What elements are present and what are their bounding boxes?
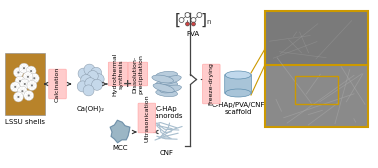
FancyBboxPatch shape [5,53,45,115]
Circle shape [23,67,25,69]
Text: Dissolution-
precipitation: Dissolution- precipitation [132,54,143,94]
Circle shape [33,77,35,79]
Circle shape [31,85,33,87]
Text: Ca(OH)₂: Ca(OH)₂ [76,106,104,113]
Circle shape [29,73,39,83]
Circle shape [14,68,23,77]
Ellipse shape [160,85,181,93]
Text: C-HAp
nanorods: C-HAp nanorods [150,106,183,119]
Text: [: [ [175,12,181,28]
Ellipse shape [153,84,174,92]
Circle shape [185,12,190,17]
Circle shape [27,76,29,78]
Ellipse shape [160,76,181,84]
Circle shape [179,17,184,23]
Circle shape [91,67,102,78]
Text: CNF: CNF [160,150,174,156]
Text: Freeze-drying: Freeze-drying [209,62,214,106]
Circle shape [22,90,23,92]
Text: Calcination: Calcination [55,66,60,102]
Circle shape [14,86,16,88]
FancyBboxPatch shape [225,74,251,94]
Circle shape [23,72,33,82]
Text: Hydrothermal
synthesis: Hydrothermal synthesis [113,52,124,96]
Ellipse shape [225,89,251,97]
Circle shape [28,95,30,97]
Circle shape [77,81,88,92]
Circle shape [85,78,96,89]
FancyBboxPatch shape [138,103,156,133]
Circle shape [26,66,36,76]
Circle shape [78,68,89,79]
Text: +: + [123,79,133,89]
Circle shape [20,79,30,89]
Circle shape [17,86,27,96]
Ellipse shape [225,71,251,79]
Text: ]: ] [200,12,206,28]
Text: C-HAp/PVA/CNF
scaffold: C-HAp/PVA/CNF scaffold [211,102,265,115]
Circle shape [30,70,32,72]
Ellipse shape [152,75,174,83]
Circle shape [191,17,196,23]
Circle shape [15,76,25,86]
Circle shape [17,71,19,73]
Circle shape [81,74,91,86]
FancyBboxPatch shape [265,11,368,65]
Circle shape [27,80,37,90]
Circle shape [87,71,98,81]
Circle shape [84,64,95,75]
Circle shape [186,22,189,26]
Text: n: n [206,19,211,25]
Circle shape [17,96,19,98]
FancyBboxPatch shape [265,49,368,127]
Circle shape [93,74,104,85]
Text: MCC: MCC [112,145,128,151]
Circle shape [197,12,202,17]
Circle shape [24,83,26,85]
Polygon shape [110,120,130,143]
FancyBboxPatch shape [49,69,66,99]
Ellipse shape [156,71,178,79]
FancyBboxPatch shape [108,62,128,86]
Circle shape [91,79,102,90]
Text: PVA: PVA [186,31,199,37]
FancyBboxPatch shape [128,62,148,86]
Circle shape [192,22,195,26]
Circle shape [19,63,29,73]
Circle shape [83,85,94,96]
FancyBboxPatch shape [203,64,220,104]
Circle shape [19,80,21,82]
Circle shape [14,92,23,102]
Circle shape [24,91,34,100]
Text: Ultrasonication: Ultrasonication [144,94,149,142]
Ellipse shape [156,80,178,88]
Text: LSSU shells: LSSU shells [5,119,45,125]
Ellipse shape [156,89,178,97]
Circle shape [10,82,20,92]
